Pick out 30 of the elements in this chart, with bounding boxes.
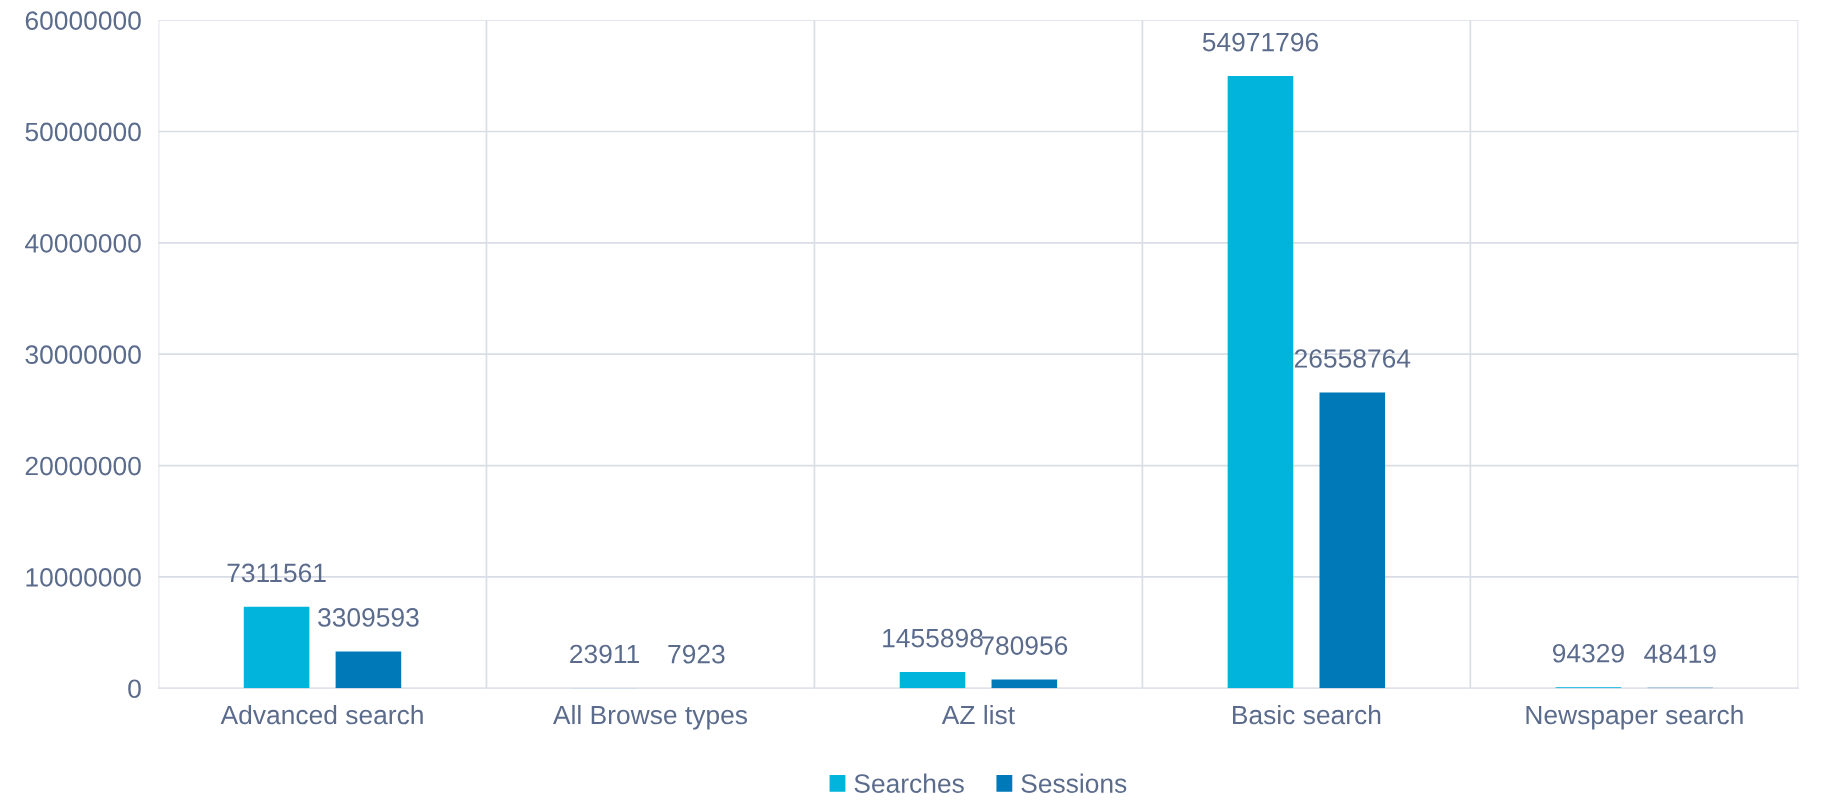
data-label: 26558764 <box>1294 349 1411 368</box>
y-tick-label: 10000000 <box>26 568 141 587</box>
data-label: 3309593 <box>318 608 419 627</box>
data-label: 23911 <box>570 644 639 664</box>
data-label: 780956 <box>981 636 1068 655</box>
bar <box>243 606 310 689</box>
data-label: 7311561 <box>227 563 326 583</box>
y-tick-label: 30000000 <box>25 345 141 365</box>
x-tick-label: Basic search <box>1233 704 1381 725</box>
x-tick-label: Advanced search <box>220 704 423 725</box>
x-tick-label: All Browse types <box>552 704 748 730</box>
bar <box>1319 392 1386 689</box>
bar <box>899 672 966 689</box>
y-tick-label: 50000000 <box>25 122 141 142</box>
data-label: 54971796 <box>1202 32 1319 52</box>
y-tick-label: 40000000 <box>25 233 141 253</box>
y-tick-label: 20000000 <box>25 456 141 476</box>
x-tick-label: Newspaper search <box>1526 704 1743 730</box>
y-tick-label: 0 <box>128 679 141 699</box>
data-label: 7923 <box>668 644 725 664</box>
data-label: 1455898 <box>883 628 983 648</box>
bar <box>1227 76 1294 689</box>
bar <box>991 679 1058 689</box>
legend-label: Searches <box>854 773 964 793</box>
y-tick-label: 60000000 <box>25 11 141 30</box>
legend-label: Sessions <box>1021 773 1127 793</box>
data-label: 94329 <box>1552 643 1624 663</box>
x-tick-label: AZ list <box>941 704 1015 725</box>
bar <box>335 651 402 689</box>
data-label: 48419 <box>1644 644 1716 664</box>
